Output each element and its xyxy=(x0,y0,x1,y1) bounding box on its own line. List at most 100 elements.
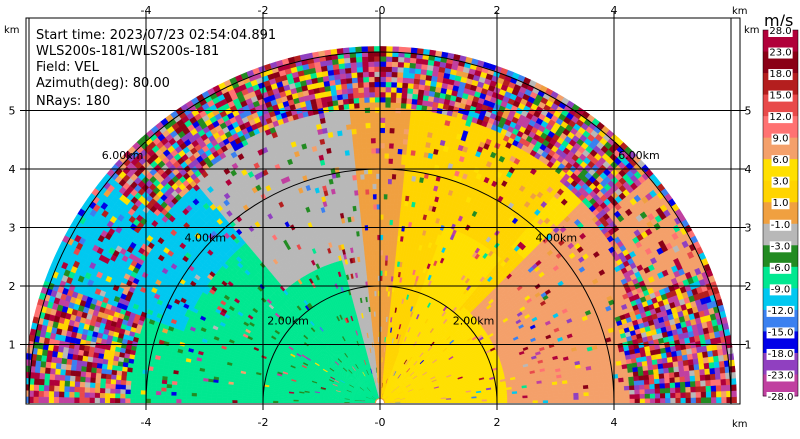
velocity-cell xyxy=(686,398,691,403)
velocity-cell xyxy=(720,367,726,373)
velocity-cell xyxy=(593,380,599,384)
velocity-cell xyxy=(729,360,735,367)
velocity-cell xyxy=(618,377,624,382)
velocity-cell xyxy=(643,365,649,370)
velocity-cell xyxy=(655,388,660,393)
velocity-cell xyxy=(563,387,568,391)
velocity-cell xyxy=(688,359,694,365)
velocity-cell xyxy=(594,392,599,396)
velocity-cell xyxy=(731,378,737,385)
velocity-cell xyxy=(507,396,512,399)
velocity-cell xyxy=(573,389,578,393)
velocity-cell xyxy=(694,364,700,370)
velocity-cell xyxy=(638,371,644,376)
velocity-cell xyxy=(620,399,625,403)
velocity-cell xyxy=(579,392,584,396)
velocity-cell xyxy=(670,382,675,387)
velocity-cell xyxy=(564,400,569,403)
velocity-cell xyxy=(548,394,553,397)
velocity-cell xyxy=(598,384,603,388)
velocity-cell xyxy=(681,392,686,398)
velocity-cell xyxy=(690,381,695,387)
velocity-cell xyxy=(732,397,737,403)
velocity-cell xyxy=(589,396,594,400)
velocity-cell xyxy=(543,397,548,400)
velocity-cell xyxy=(507,401,512,403)
velocity-cell xyxy=(635,389,640,394)
velocity-cell xyxy=(665,383,670,388)
velocity-cell xyxy=(578,389,583,393)
velocity-cell xyxy=(502,399,507,401)
velocity-cell xyxy=(650,389,655,394)
velocity-cell xyxy=(704,363,710,369)
velocity-cell xyxy=(653,369,659,374)
velocity-cell xyxy=(672,356,678,362)
velocity-cell xyxy=(614,386,619,390)
velocity-cell xyxy=(689,365,695,371)
velocity-cell xyxy=(558,397,563,400)
velocity-cell xyxy=(659,378,665,383)
velocity-cell xyxy=(574,396,579,400)
velocity-cell xyxy=(701,392,706,398)
velocity-cell xyxy=(635,394,640,399)
velocity-cell xyxy=(649,374,655,379)
velocity-cell xyxy=(648,370,654,375)
velocity-cell xyxy=(634,380,640,385)
velocity-cell xyxy=(650,393,655,398)
velocity-cell xyxy=(705,374,711,380)
velocity-cell xyxy=(670,377,676,383)
velocity-cell xyxy=(569,400,574,403)
velocity-cell xyxy=(712,350,718,357)
velocity-cell xyxy=(598,380,604,384)
velocity-cell xyxy=(700,380,705,386)
velocity-cell xyxy=(604,383,609,387)
velocity-cell xyxy=(664,378,670,383)
velocity-cell xyxy=(594,395,599,399)
velocity-cell xyxy=(666,352,672,358)
velocity-cell xyxy=(675,387,680,392)
velocity-cell xyxy=(713,356,719,363)
velocity-cell xyxy=(513,398,518,401)
velocity-cell xyxy=(594,399,599,403)
velocity-cell xyxy=(709,362,715,368)
velocity-cell xyxy=(711,385,716,391)
velocity-cell xyxy=(558,387,563,391)
velocity-cell xyxy=(696,392,701,398)
velocity-cell xyxy=(720,373,726,379)
velocity-cell xyxy=(715,373,721,379)
velocity-cell xyxy=(624,390,629,395)
velocity-cell xyxy=(574,393,579,397)
velocity-cell xyxy=(558,393,563,396)
velocity-cell xyxy=(563,393,568,397)
velocity-cell xyxy=(593,384,598,388)
velocity-cell xyxy=(699,363,705,369)
velocity-cell xyxy=(649,379,654,384)
velocity-cell xyxy=(604,387,609,391)
velocity-cell xyxy=(618,373,624,378)
velocity-cell xyxy=(658,368,664,374)
velocity-cell xyxy=(497,401,502,403)
velocity-cell xyxy=(667,357,673,363)
velocity-cell xyxy=(644,380,649,385)
velocity-cell xyxy=(732,391,737,397)
velocity-cell xyxy=(579,396,584,400)
velocity-cell xyxy=(711,397,716,403)
velocity-cell xyxy=(727,347,733,354)
velocity-cell xyxy=(696,397,701,403)
velocity-cell xyxy=(679,371,685,377)
velocity-cell xyxy=(518,398,523,401)
velocity-cell xyxy=(679,366,685,372)
velocity-cell xyxy=(682,354,688,360)
velocity-cell xyxy=(543,400,548,403)
velocity-cell xyxy=(719,361,725,368)
velocity-cell xyxy=(676,398,681,403)
velocity-cell xyxy=(553,397,558,400)
velocity-cell xyxy=(664,373,670,379)
velocity-cell xyxy=(658,363,664,369)
velocity-cell xyxy=(653,364,659,370)
velocity-cell xyxy=(487,401,492,403)
velocity-cell xyxy=(695,381,700,387)
velocity-cell xyxy=(710,374,716,380)
velocity-cell xyxy=(659,373,665,378)
